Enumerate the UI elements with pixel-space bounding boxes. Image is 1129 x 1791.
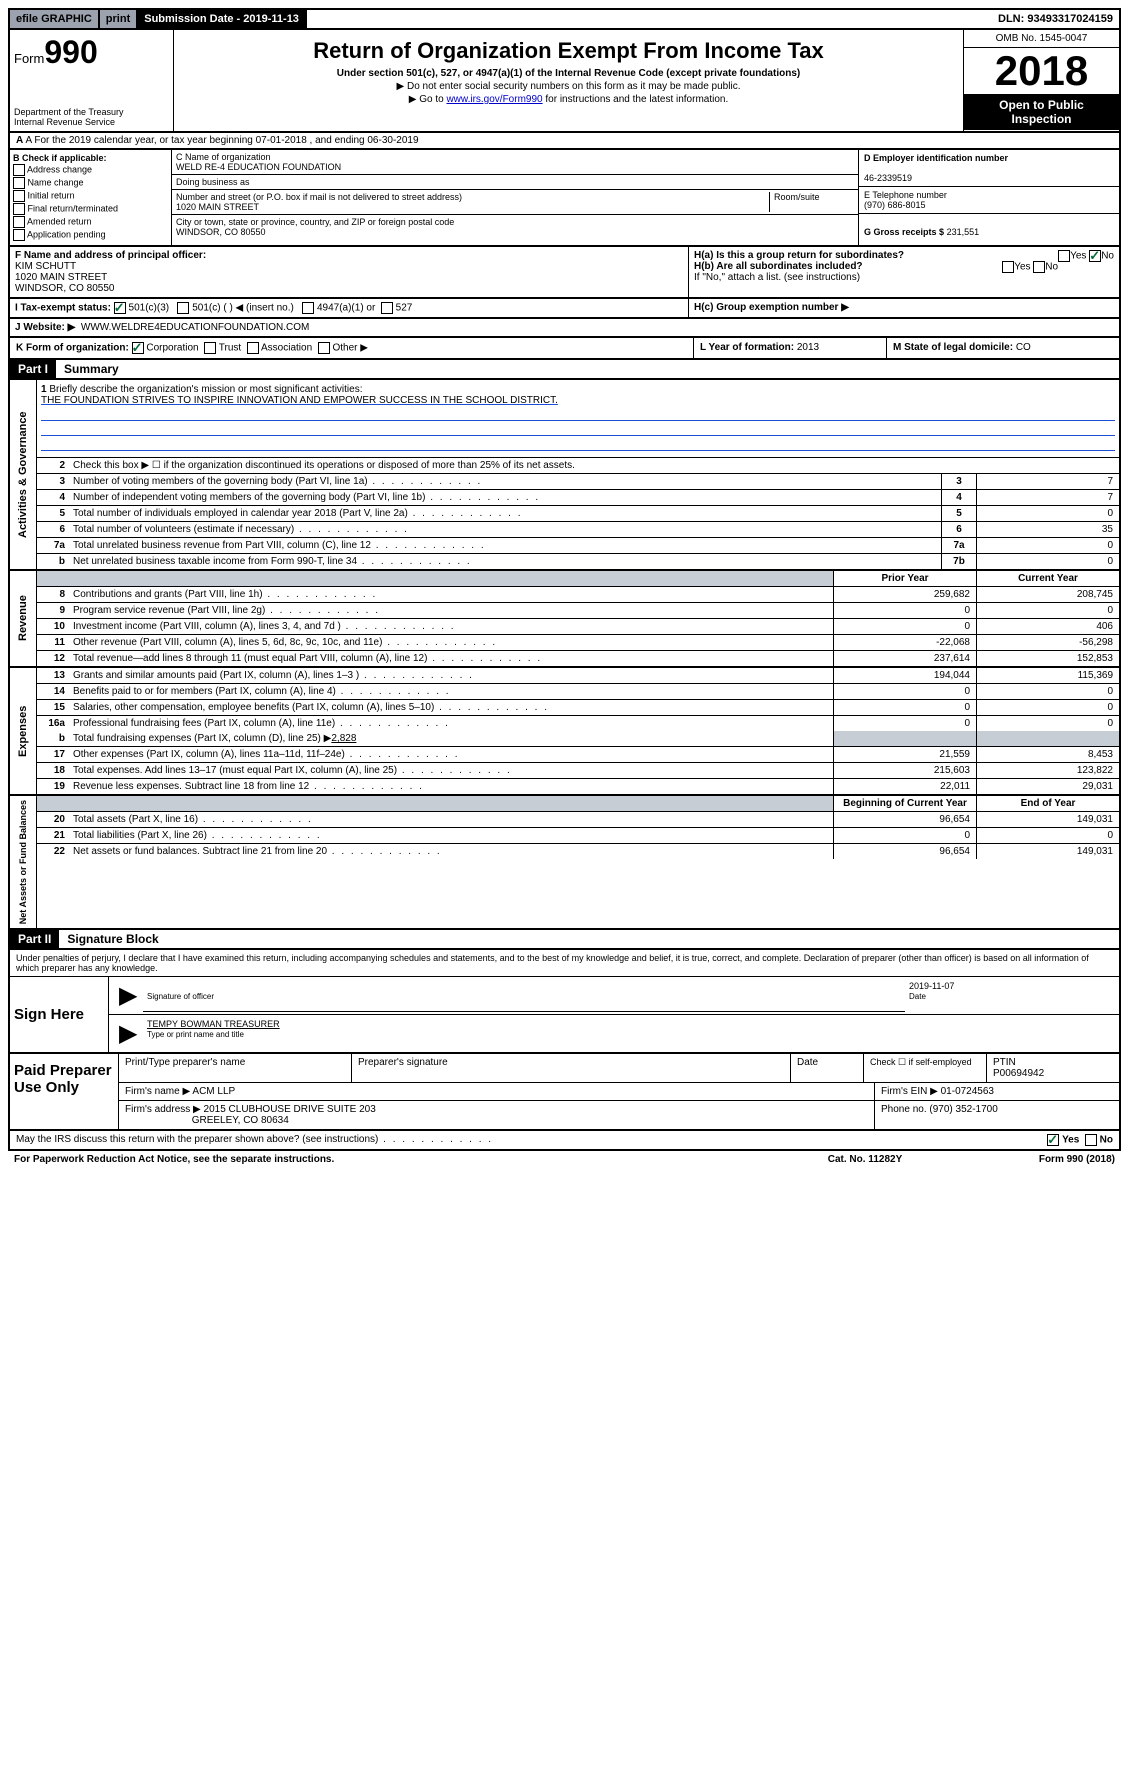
- ein-value: 46-2339519: [864, 173, 912, 183]
- efile-btn[interactable]: efile GRAPHIC: [10, 10, 100, 28]
- table-row: 20Total assets (Part X, line 16)96,65414…: [37, 812, 1119, 828]
- table-row: 14Benefits paid to or for members (Part …: [37, 684, 1119, 700]
- mission-text: THE FOUNDATION STRIVES TO INSPIRE INNOVA…: [41, 395, 558, 406]
- table-row: 22Net assets or fund balances. Subtract …: [37, 844, 1119, 859]
- irs-label: Internal Revenue Service: [14, 117, 169, 127]
- table-row: 17Other expenses (Part IX, column (A), l…: [37, 747, 1119, 763]
- officer-signature-name: TEMPY BOWMAN TREASURER: [147, 1019, 280, 1029]
- open-public-badge: Open to Public Inspection: [964, 94, 1119, 130]
- website-url: WWW.WELDRE4EDUCATIONFOUNDATION.COM: [81, 322, 310, 333]
- dln: DLN: 93493317024159: [992, 10, 1119, 28]
- part2-header: Part II Signature Block: [8, 930, 1121, 950]
- expenses-table: Expenses 13Grants and similar amounts pa…: [8, 668, 1121, 796]
- form-note-link: ▶ Go to www.irs.gov/Form990 for instruct…: [178, 94, 959, 105]
- form-number: Form990: [14, 34, 169, 71]
- box-b: B Check if applicable: Address change Na…: [10, 150, 172, 245]
- preparer-section: Paid Preparer Use Only Print/Type prepar…: [8, 1054, 1121, 1131]
- row-a-tax-year: A A For the 2019 calendar year, or tax y…: [8, 133, 1121, 150]
- table-row: 15Salaries, other compensation, employee…: [37, 700, 1119, 716]
- row-i: I Tax-exempt status: 501(c)(3) 501(c) ( …: [8, 299, 1121, 319]
- side-revenue: Revenue: [10, 571, 37, 666]
- table-row: 9Program service revenue (Part VIII, lin…: [37, 603, 1119, 619]
- side-netassets: Net Assets or Fund Balances: [10, 796, 37, 928]
- table-row: 16aProfessional fundraising fees (Part I…: [37, 716, 1119, 731]
- row-j: J Website: ▶ WWW.WELDRE4EDUCATIONFOUNDAT…: [8, 319, 1121, 338]
- table-row: 8Contributions and grants (Part VIII, li…: [37, 587, 1119, 603]
- part1-header: Part I Summary: [8, 360, 1121, 380]
- table-row: 10Investment income (Part VIII, column (…: [37, 619, 1119, 635]
- box-c: C Name of organization WELD RE-4 EDUCATI…: [172, 150, 859, 245]
- box-d: D Employer identification number 46-2339…: [859, 150, 1119, 245]
- sign-here-label: Sign Here: [10, 977, 109, 1052]
- form-header: Form990 Department of the Treasury Inter…: [8, 30, 1121, 133]
- top-bar: efile GRAPHIC print Submission Date - 20…: [8, 8, 1121, 30]
- preparer-label: Paid Preparer Use Only: [10, 1054, 119, 1129]
- table-row: 12Total revenue—add lines 8 through 11 (…: [37, 651, 1119, 666]
- print-btn[interactable]: print: [100, 10, 138, 28]
- org-address: 1020 MAIN STREET: [176, 202, 769, 212]
- firm-name: ACM LLP: [192, 1086, 235, 1097]
- gross-receipts: 231,551: [947, 227, 980, 237]
- tax-year: 2018: [964, 48, 1119, 94]
- form-note-ssn: ▶ Do not enter social security numbers o…: [178, 81, 959, 92]
- netassets-table: Net Assets or Fund Balances Beginning of…: [8, 796, 1121, 930]
- bottom-row: For Paperwork Reduction Act Notice, see …: [8, 1151, 1121, 1168]
- table-row: 19Revenue less expenses. Subtract line 1…: [37, 779, 1119, 794]
- side-expenses: Expenses: [10, 668, 37, 794]
- form-title: Return of Organization Exempt From Incom…: [178, 38, 959, 64]
- form-subtitle: Under section 501(c), 527, or 4947(a)(1)…: [178, 68, 959, 79]
- table-row: 7aTotal unrelated business revenue from …: [37, 538, 1119, 554]
- dept-treasury: Department of the Treasury: [14, 107, 169, 117]
- table-row: 3Number of voting members of the governi…: [37, 474, 1119, 490]
- discuss-row: May the IRS discuss this return with the…: [8, 1131, 1121, 1151]
- perjury-text: Under penalties of perjury, I declare th…: [10, 950, 1119, 977]
- officer-name: KIM SCHUTT: [15, 261, 76, 272]
- table-row: 6Total number of volunteers (estimate if…: [37, 522, 1119, 538]
- table-row: 4Number of independent voting members of…: [37, 490, 1119, 506]
- row-fh: F Name and address of principal officer:…: [8, 247, 1121, 299]
- side-governance: Activities & Governance: [10, 380, 37, 569]
- org-name: WELD RE-4 EDUCATION FOUNDATION: [176, 162, 854, 172]
- table-row: 11Other revenue (Part VIII, column (A), …: [37, 635, 1119, 651]
- submission-date: Submission Date - 2019-11-13: [138, 10, 307, 28]
- table-row: bNet unrelated business taxable income f…: [37, 554, 1119, 569]
- irs-link[interactable]: www.irs.gov/Form990: [446, 94, 542, 105]
- section-bcd: B Check if applicable: Address change Na…: [8, 150, 1121, 247]
- table-row: 13Grants and similar amounts paid (Part …: [37, 668, 1119, 684]
- governance-table: Activities & Governance 1 Briefly descri…: [8, 380, 1121, 571]
- revenue-table: Revenue Prior Year Current Year 8Contrib…: [8, 571, 1121, 668]
- ptin-value: P00694942: [993, 1068, 1044, 1079]
- omb-number: OMB No. 1545-0047: [964, 30, 1119, 48]
- table-row: 5Total number of individuals employed in…: [37, 506, 1119, 522]
- table-row: 21Total liabilities (Part X, line 26)00: [37, 828, 1119, 844]
- org-city: WINDSOR, CO 80550: [176, 227, 854, 237]
- phone-value: (970) 686-8015: [864, 200, 926, 210]
- table-row: 18Total expenses. Add lines 13–17 (must …: [37, 763, 1119, 779]
- signature-section: Under penalties of perjury, I declare th…: [8, 950, 1121, 1054]
- row-klm: K Form of organization: Corporation Trus…: [8, 338, 1121, 360]
